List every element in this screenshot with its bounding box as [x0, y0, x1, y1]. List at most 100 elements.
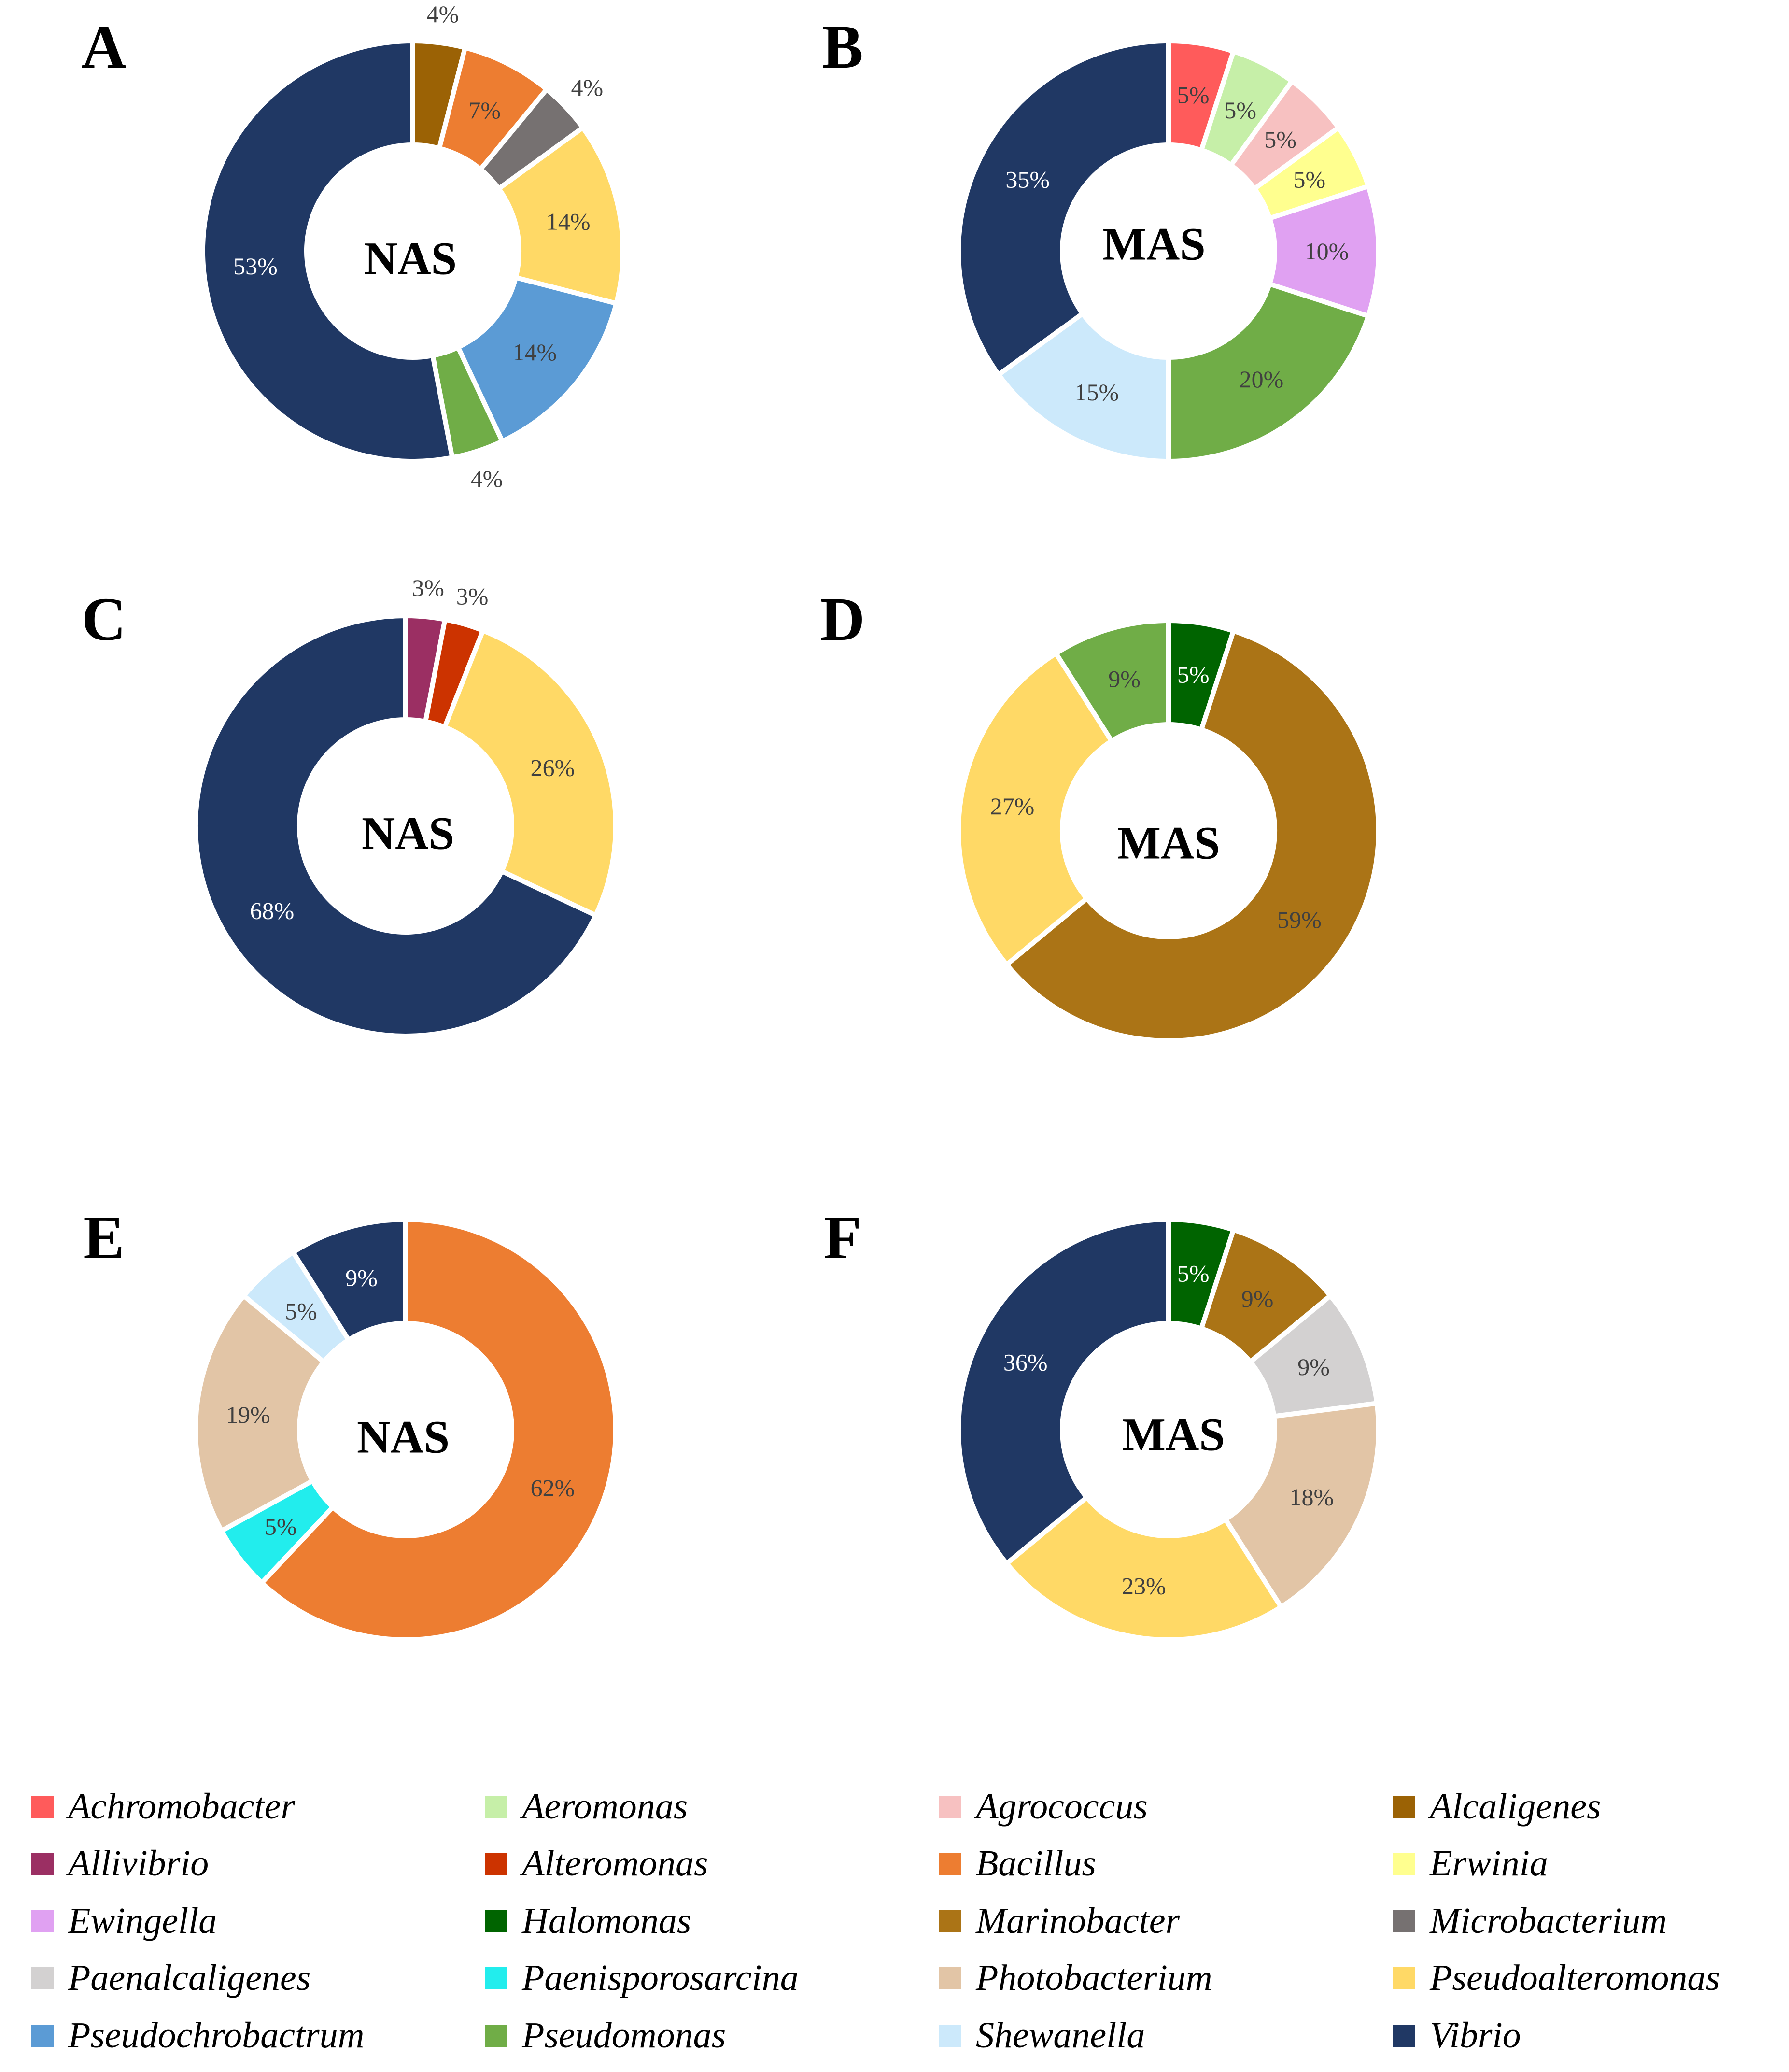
legend-swatch	[939, 1796, 961, 1818]
legend-label: Marinobacter	[975, 1901, 1180, 1941]
legend-item: Photobacterium	[939, 1958, 1212, 1998]
legend-swatch	[1393, 1796, 1415, 1818]
data-label: 62%	[531, 1475, 575, 1502]
data-label: 14%	[546, 208, 591, 235]
data-label: 68%	[250, 897, 295, 924]
legend-item: Microbacterium	[1393, 1901, 1667, 1941]
center-label: NAS	[357, 1411, 450, 1463]
legend-label: Aeromonas	[520, 1786, 688, 1827]
donut-chart-f: 5% 9% 9% 18% 23% 36% F MAS	[824, 1203, 1381, 1642]
legend-swatch	[1393, 1910, 1415, 1932]
legend-item: Pseudomonas	[485, 2015, 726, 2056]
data-label: 5%	[1293, 166, 1325, 193]
data-label: 9%	[345, 1264, 378, 1291]
data-label: 14%	[512, 339, 557, 366]
slice-vibrio	[956, 1217, 1171, 1566]
legend-label: Paenalcaligenes	[68, 1958, 310, 1998]
data-label: 7%	[468, 97, 501, 124]
legend-label: Halomonas	[521, 1901, 691, 1941]
donut-chart-e: 62% 5% 19% 5% 9% E NAS	[83, 1203, 618, 1642]
legend-item: Bacillus	[939, 1843, 1096, 1884]
data-label: 20%	[1240, 366, 1284, 393]
donut-chart-d: 5% 59% 27% 9% D MAS	[820, 585, 1381, 1043]
legend-label: Vibrio	[1430, 2015, 1521, 2056]
slice-vibrio	[200, 39, 455, 464]
legend-item: Pseudochrobactrum	[31, 2015, 365, 2056]
legend-swatch	[1393, 1853, 1415, 1875]
legend-item: Allivibrio	[31, 1843, 209, 1884]
data-label: 9%	[1108, 666, 1141, 693]
legend-swatch	[939, 1853, 961, 1875]
legend-label: Paenisporosarcina	[521, 1958, 799, 1998]
slice-pseudomonas	[1053, 618, 1171, 744]
slice-pseudoalteromonas	[496, 125, 625, 306]
data-label: 36%	[1003, 1349, 1048, 1376]
panel-letter: C	[82, 585, 126, 653]
legend-item: Vibrio	[1393, 2015, 1521, 2056]
legend-label: Alteromonas	[520, 1843, 708, 1884]
panel-letter: E	[83, 1203, 124, 1272]
data-label: 5%	[1224, 97, 1256, 124]
data-label: 9%	[1297, 1353, 1330, 1380]
legend-item: Alcaligenes	[1393, 1786, 1601, 1827]
legend-label: Erwinia	[1429, 1843, 1548, 1884]
panel-letter: B	[822, 13, 863, 81]
donut-chart-c: 3% 3% 26% 68% C NAS	[82, 574, 618, 1038]
legend-swatch	[31, 1796, 54, 1818]
legend-item: Erwinia	[1393, 1843, 1548, 1884]
center-label: NAS	[362, 808, 454, 859]
legend-swatch	[31, 2025, 54, 2047]
legend-swatch	[31, 1910, 54, 1932]
donut-chart-b: 5% 5% 5% 5% 10% 20% 15% 35% B MAS	[822, 13, 1381, 464]
legend-swatch	[31, 1853, 54, 1875]
legend-swatch	[485, 2025, 507, 2047]
data-label: 5%	[285, 1297, 317, 1324]
legend-label: Agrococcus	[973, 1786, 1148, 1827]
legend-swatch	[939, 2025, 961, 2047]
legend-item: Aeromonas	[485, 1786, 688, 1827]
slice-pseudomonas	[1166, 281, 1371, 464]
legend: Achromobacter Aeromonas Agrococcus Alcalige…	[31, 1786, 1720, 2056]
data-label: 27%	[990, 793, 1035, 820]
legend-label: Alcaligenes	[1427, 1786, 1601, 1827]
donut-chart-a: 4% 7% 4% 14% 14% 4% 53% A NAS	[82, 0, 625, 492]
data-label: 3%	[412, 574, 444, 601]
data-label: 26%	[531, 754, 575, 781]
slice-vibrio	[193, 613, 598, 1038]
legend-item: Halomonas	[485, 1901, 691, 1941]
data-label: 5%	[1264, 126, 1296, 153]
legend-swatch	[485, 1796, 507, 1818]
legend-swatch	[1393, 1967, 1415, 1989]
legend-label: Achromobacter	[66, 1786, 295, 1827]
legend-swatch	[939, 1910, 961, 1932]
legend-swatch	[485, 1967, 507, 1989]
legend-item: Achromobacter	[31, 1786, 295, 1827]
center-label: MAS	[1117, 817, 1220, 869]
legend-item: Ewingella	[31, 1901, 217, 1941]
data-label: 10%	[1305, 238, 1349, 265]
slice-shewanella	[996, 311, 1171, 464]
legend-label: Bacillus	[976, 1843, 1096, 1884]
center-label: NAS	[364, 233, 457, 284]
data-label: 5%	[265, 1513, 297, 1540]
legend-swatch	[939, 1967, 961, 1989]
legend-label: Photobacterium	[975, 1958, 1212, 1998]
slice-pseudoalteromonas	[956, 651, 1114, 967]
legend-swatch	[31, 1967, 54, 1989]
data-label: 19%	[226, 1401, 270, 1428]
legend-item: Alteromonas	[485, 1843, 708, 1884]
center-label: MAS	[1102, 218, 1205, 270]
legend-item: Marinobacter	[939, 1901, 1180, 1941]
slice-photobacterium	[193, 1293, 326, 1533]
legend-item: Paenisporosarcina	[485, 1958, 799, 1998]
legend-swatch	[485, 1853, 507, 1875]
data-label: 15%	[1074, 379, 1119, 406]
panel-letter: F	[824, 1203, 861, 1272]
slice-pseudochrobactrum	[455, 275, 619, 444]
legend-label: Microbacterium	[1429, 1901, 1667, 1941]
slice-photobacterium	[1223, 1401, 1381, 1610]
slice-pseudoalteromonas	[442, 628, 618, 918]
data-label: 59%	[1277, 906, 1322, 933]
data-label: 5%	[1177, 82, 1210, 109]
data-label: 4%	[427, 0, 459, 28]
